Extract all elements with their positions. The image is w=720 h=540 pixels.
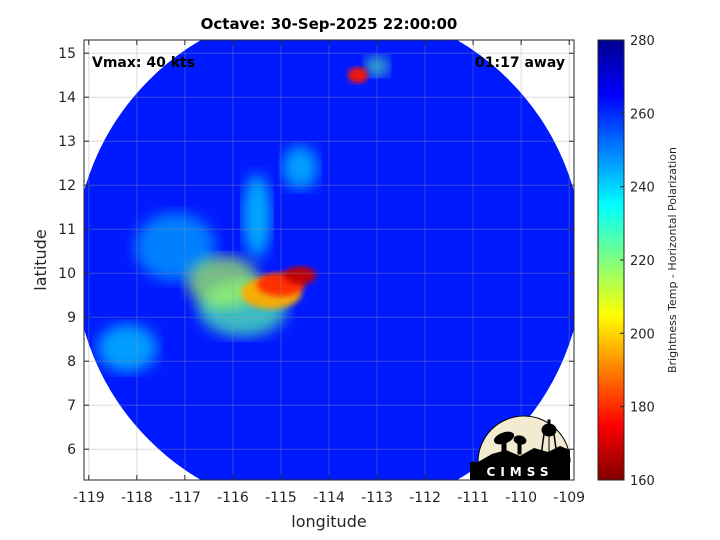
y-ticks: 6 7 8 9 10 11 12 13 14 15 [58,46,574,458]
colorbar-label: Brightness Temp - Horizontal Polarizatio… [666,147,679,373]
y-tick-label: 9 [67,310,76,326]
feature-north-cell [347,67,368,84]
x-tick-label: -111 [457,490,489,506]
colorbar-tick-label: 220 [630,254,655,269]
colorbar-fill [597,39,625,481]
time-offset-annotation: 01:17 away [475,55,565,71]
y-tick-label: 11 [58,222,76,238]
x-tick-label: -118 [121,490,153,506]
chart-title: Octave: 30-Sep-2025 22:00:00 [201,15,458,33]
x-tick-label: -119 [73,490,105,506]
colorbar-tick-label: 180 [630,401,655,416]
colorbar-tick-label: 200 [630,327,655,342]
x-tick-label: -114 [313,490,345,506]
x-tick-label: -112 [409,490,441,506]
feature-north-band-upper [282,145,319,190]
colorbar-tick-label: 260 [630,107,655,122]
logo-hills [478,446,570,462]
feature-west-edge-cloud [97,324,158,372]
colorbar-tick-label: 280 [630,34,655,49]
feature-convective-core [284,266,317,285]
colorbar: 160 180 200 220 240 260 280 Brightness Temp - … [597,34,679,489]
y-tick-label: 8 [67,354,76,370]
logo-bar [470,462,570,480]
x-tick-label: -113 [361,490,393,506]
x-tick-label: -110 [505,490,537,506]
logo-text: CIMSS [487,465,554,479]
x-tick-label: -117 [169,490,201,506]
x-tick-label: -116 [217,490,249,506]
y-tick-label: 15 [58,46,76,62]
feature-west-cloud-upper [135,212,216,281]
plot-area [84,40,574,480]
y-tick-label: 14 [58,90,76,106]
x-tick-label: -115 [265,490,297,506]
logo-water-tower [540,419,558,457]
vmax-annotation: Vmax: 40 kts [92,55,195,71]
y-tick-label: 13 [58,134,76,150]
swath-base [84,40,574,480]
colorbar-tick-label: 160 [630,474,655,489]
colorbar-tick-label: 240 [630,181,655,196]
feature-rainband-west [187,256,260,308]
logo-dish [493,431,527,455]
y-axis-label: latitude [31,229,50,290]
x-ticks: -119 -118 -117 -116 -115 -114 -113 -112 -111 -110… [73,40,585,506]
y-tick-label: 12 [58,178,76,194]
satellite-swath [84,40,574,480]
feature-east-cell [365,56,390,77]
feature-northern-band [242,174,271,258]
brightness-features [97,56,390,372]
y-tick-label: 10 [58,266,76,282]
colorbar-ticks: 160 180 200 220 240 260 280 [620,34,655,489]
y-tick-label: 7 [67,398,76,414]
y-tick-label: 6 [67,442,76,458]
cimss-logo: CIMSS [470,415,571,480]
x-tick-label: -109 [553,490,585,506]
grid-lines [84,40,574,480]
x-axis-label: longitude [291,512,366,531]
